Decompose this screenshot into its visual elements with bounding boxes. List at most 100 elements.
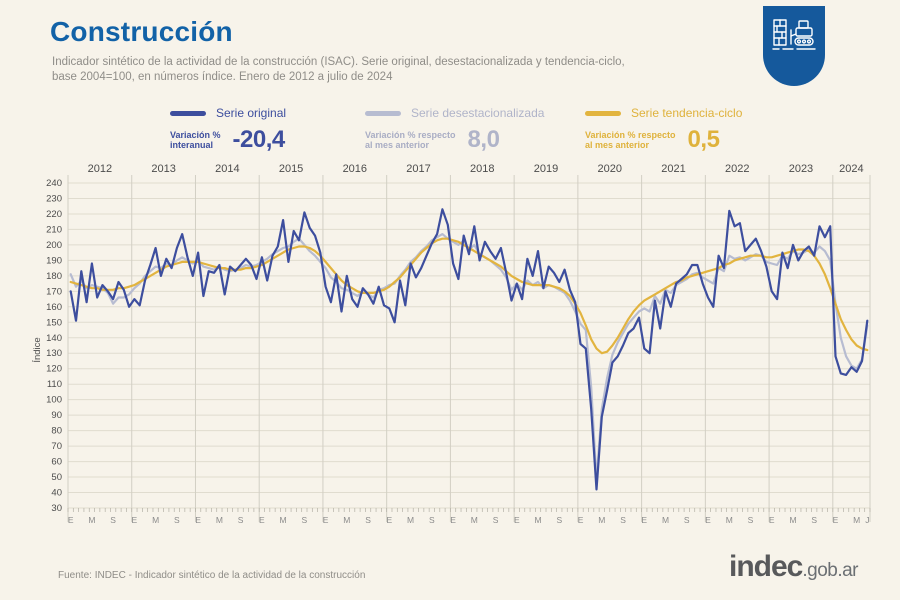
series-line-serie-desestacionalizada [69,232,869,482]
y-tick-label: 70 [51,441,62,452]
month-tick-label: E [386,515,392,525]
month-tick-label: E [132,515,138,525]
serie-desestacionalizada-swatch [365,110,401,116]
month-tick-label: S [493,515,499,525]
y-tick-label: 160 [46,302,62,313]
year-label: 2013 [151,163,175,175]
month-tick-label: E [769,515,775,525]
y-tick-label: 200 [46,240,62,251]
year-label: 2017 [406,163,430,175]
month-tick-label: E [705,515,711,525]
month-tick-label: S [748,515,754,525]
y-tick-label: 100 [46,395,62,406]
year-label: 2022 [725,163,749,175]
y-tick-label: 230 [46,193,62,204]
y-tick-label: 220 [46,209,62,220]
serie-tendencia-ciclo-label: Serie tendencia-ciclo [631,106,743,120]
indec-logo-domain: .gob.ar [802,560,858,581]
month-tick-label: M [407,515,414,525]
month-tick-label: M [853,515,860,525]
construction-badge [763,6,825,86]
serie-tendencia-ciclo-value: 0,5 [687,126,720,153]
y-tick-label: 180 [46,271,62,282]
month-tick-label: S [365,515,371,525]
year-label: 2023 [789,163,813,175]
y-tick-label: 170 [46,286,62,297]
y-tick-label: 110 [47,379,62,390]
y-axis-title: Índice [32,337,43,362]
month-tick-label: M [343,515,350,525]
y-tick-label: 150 [46,317,62,328]
month-tick-label: M [280,515,287,525]
y-tick-label: 40 [51,488,62,499]
indec-logo-main: indec [728,550,803,583]
isac-line-chart: 30 40 50 60 70 80 90 100 110 120 130 140 150 160 170 18… [30,160,890,540]
month-tick-label: S [556,515,562,525]
month-tick-label: E [68,515,74,525]
y-tick-label: 90 [51,410,62,421]
year-label: 2021 [661,163,685,175]
year-label: 2024 [839,163,863,175]
year-label: 2019 [534,163,558,175]
serie-original-value: -20,4 [232,126,286,153]
month-tick-label: E [833,515,839,525]
month-tick-label: S [110,515,116,525]
y-tick-label: 240 [46,178,62,189]
month-tick-label: E [641,515,647,525]
month-tick-label: J [865,515,869,525]
month-tick-label: M [662,515,669,525]
y-tick-label: 60 [51,457,62,468]
indec-logo: indec .gob.ar [728,550,859,583]
month-tick-label: M [152,515,159,525]
year-label: 2016 [343,163,367,175]
chart-svg: 30 40 50 60 70 80 90 100 110 120 130 140 150 160 170 18… [32,163,871,525]
month-tick-label: S [174,515,180,525]
series-line-serie-original [69,208,869,491]
year-label: 2018 [470,163,494,175]
y-tick-label: 120 [46,364,62,375]
legend-serie-tendencia-ciclo: Serie tendencia-ciclo Variación % respec… [585,106,800,154]
month-tick-label: S [811,515,817,525]
month-tick-label: M [471,515,478,525]
legend-serie-desestacionalizada: Serie desestacionalizada Variación % res… [365,106,580,154]
y-tick-label: 50 [51,472,62,483]
y-tick-label: 190 [46,255,62,266]
month-tick-label: S [238,515,244,525]
year-label: 2020 [598,163,622,175]
legend-serie-original: Serie original Variación % interanual -2… [170,106,360,154]
month-tick-label: S [302,515,308,525]
series-line-serie-tendencia-ciclo [69,237,869,355]
month-tick-label: M [216,515,223,525]
serie-desestacionalizada-value: 8,0 [467,126,500,153]
serie-tendencia-ciclo-metric-label: Variación % respecto al mes anterior [585,129,676,151]
serie-original-label: Serie original [216,106,287,120]
month-tick-label: M [789,515,796,525]
month-tick-label: E [259,515,265,525]
month-tick-label: E [450,515,456,525]
subtitle-line-1: Indicador sintético de la actividad de l… [52,56,625,68]
month-tick-label: E [323,515,329,525]
page-subtitle: Indicador sintético de la actividad de l… [52,55,692,85]
serie-desestacionalizada-label: Serie desestacionalizada [411,106,545,120]
construction-machine-icon [771,16,817,61]
month-tick-label: E [514,515,520,525]
serie-desestacionalizada-metric-label: Variación % respecto al mes anterior [365,129,456,151]
month-tick-label: E [578,515,584,525]
serie-tendencia-ciclo-swatch [585,110,621,116]
year-label: 2015 [279,163,303,175]
month-tick-label: S [620,515,626,525]
month-tick-label: M [534,515,541,525]
y-tick-label: 140 [46,333,62,344]
legend: Serie original Variación % interanual -2… [0,106,900,158]
y-tick-label: 80 [51,426,62,437]
month-tick-label: E [195,515,201,525]
month-tick-label: M [598,515,605,525]
year-label: 2012 [88,163,112,175]
subtitle-line-2: base 2004=100, en números índice. Enero … [52,71,393,83]
source-note: Fuente: INDEC - Indicador sintético de l… [58,570,366,581]
serie-original-swatch [170,110,206,116]
month-tick-label: M [726,515,733,525]
month-tick-label: S [684,515,690,525]
y-tick-label: 210 [46,224,62,235]
month-tick-label: M [88,515,95,525]
